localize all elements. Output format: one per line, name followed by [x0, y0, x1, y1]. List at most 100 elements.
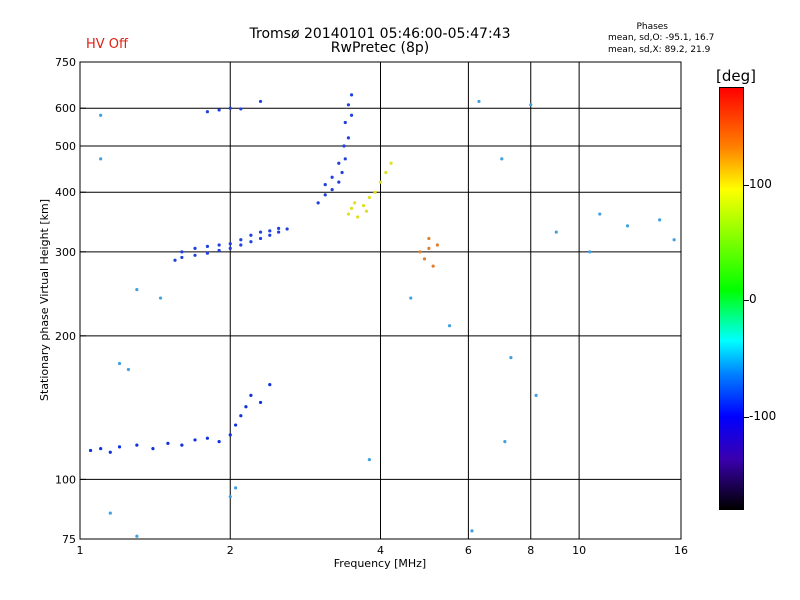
data-point — [353, 201, 357, 205]
data-point — [239, 414, 243, 418]
data-point — [99, 157, 103, 161]
data-point — [268, 383, 272, 387]
data-point — [672, 238, 676, 242]
data-point — [330, 188, 334, 192]
data-point — [343, 157, 347, 161]
data-point — [135, 287, 139, 292]
data-point — [285, 227, 289, 231]
x-tick-label: 6 — [465, 544, 472, 557]
data-point — [349, 206, 354, 210]
data-point — [217, 248, 221, 253]
colorbar-tick-0 — [744, 300, 749, 301]
data-point — [258, 99, 263, 104]
chart-subtitle: RwPretec (8p) — [330, 40, 430, 56]
data-point — [268, 229, 272, 233]
data-point — [378, 180, 383, 184]
data-point — [658, 218, 662, 222]
data-point — [277, 226, 281, 230]
data-point — [239, 238, 243, 242]
data-point — [117, 361, 122, 366]
data-point — [99, 113, 103, 117]
data-point — [500, 157, 504, 161]
data-point — [362, 203, 366, 208]
y-tick-label: 200 — [55, 330, 76, 343]
data-point — [108, 511, 112, 515]
data-point — [228, 246, 232, 250]
data-point — [409, 296, 413, 300]
data-point — [249, 240, 253, 244]
data-point — [346, 212, 351, 216]
data-point — [431, 264, 435, 268]
x-axis-label: Frequency [MHz] — [334, 557, 426, 570]
data-point — [373, 190, 377, 194]
data-point — [340, 170, 344, 175]
chart-title: Tromsø 20140101 05:46:00-05:47:43 — [249, 26, 511, 42]
data-point — [349, 113, 354, 117]
data-point — [277, 230, 281, 234]
stats-x-mode: mean, sd,X: 89.2, 21.9 — [608, 45, 711, 55]
data-point — [228, 242, 232, 246]
colorbar-tick-100 — [744, 185, 749, 186]
data-point — [249, 393, 253, 398]
data-point — [337, 161, 341, 165]
data-point — [529, 103, 533, 107]
data-point — [447, 324, 452, 328]
y-tick-label: 600 — [55, 102, 76, 115]
data-point — [435, 243, 439, 247]
x-tick-label: 2 — [227, 544, 234, 557]
data-point — [205, 251, 210, 255]
colorbar-tick-label-100: 100 — [749, 177, 772, 191]
data-point — [217, 440, 221, 444]
data-point — [151, 447, 155, 451]
data-point — [108, 450, 112, 454]
data-point — [228, 433, 232, 437]
x-tick-label: 8 — [527, 544, 534, 557]
data-point — [99, 447, 103, 451]
data-point — [234, 486, 238, 490]
data-point — [384, 170, 388, 175]
y-tick-label: 75 — [62, 533, 76, 546]
data-point — [239, 107, 243, 111]
data-point — [625, 224, 630, 228]
data-point — [193, 246, 197, 250]
data-point — [503, 440, 507, 444]
phase-colorbar — [719, 87, 744, 510]
data-point — [258, 236, 263, 241]
data-point — [173, 258, 177, 262]
data-point — [135, 443, 139, 447]
grid — [80, 62, 681, 539]
data-point — [258, 400, 263, 405]
y-axis-label: Stationary phase Virtual Height [km] — [38, 199, 51, 401]
y-tick-label: 500 — [55, 140, 76, 153]
x-tick-label: 16 — [674, 544, 688, 557]
data-point — [367, 458, 371, 462]
data-point — [323, 182, 327, 187]
data-point — [158, 296, 163, 300]
data-point — [364, 209, 369, 213]
stats-o-mode: mean, sd,O: -95.1, 16.7 — [608, 33, 715, 43]
data-point — [346, 103, 351, 107]
data-point — [356, 215, 360, 219]
colorbar-tick-label-minus100: -100 — [749, 409, 777, 423]
data-point — [135, 534, 139, 538]
data-point — [418, 250, 422, 254]
data-point — [268, 233, 272, 237]
data-point — [554, 230, 558, 234]
data-point — [180, 443, 184, 447]
data-point — [330, 175, 334, 179]
data-point — [205, 244, 210, 248]
colorbar-label: [deg] — [716, 67, 756, 85]
data-point — [367, 195, 371, 200]
data-point — [389, 161, 393, 165]
data-point — [343, 120, 347, 125]
data-point — [205, 436, 210, 440]
stats-title: Phases — [636, 22, 668, 32]
data-point — [470, 529, 474, 533]
data-point — [217, 108, 221, 112]
data-point — [166, 441, 170, 445]
data-point — [427, 246, 431, 250]
y-tick-label: 400 — [55, 186, 76, 199]
data-point — [316, 201, 320, 205]
data-point — [346, 136, 351, 140]
